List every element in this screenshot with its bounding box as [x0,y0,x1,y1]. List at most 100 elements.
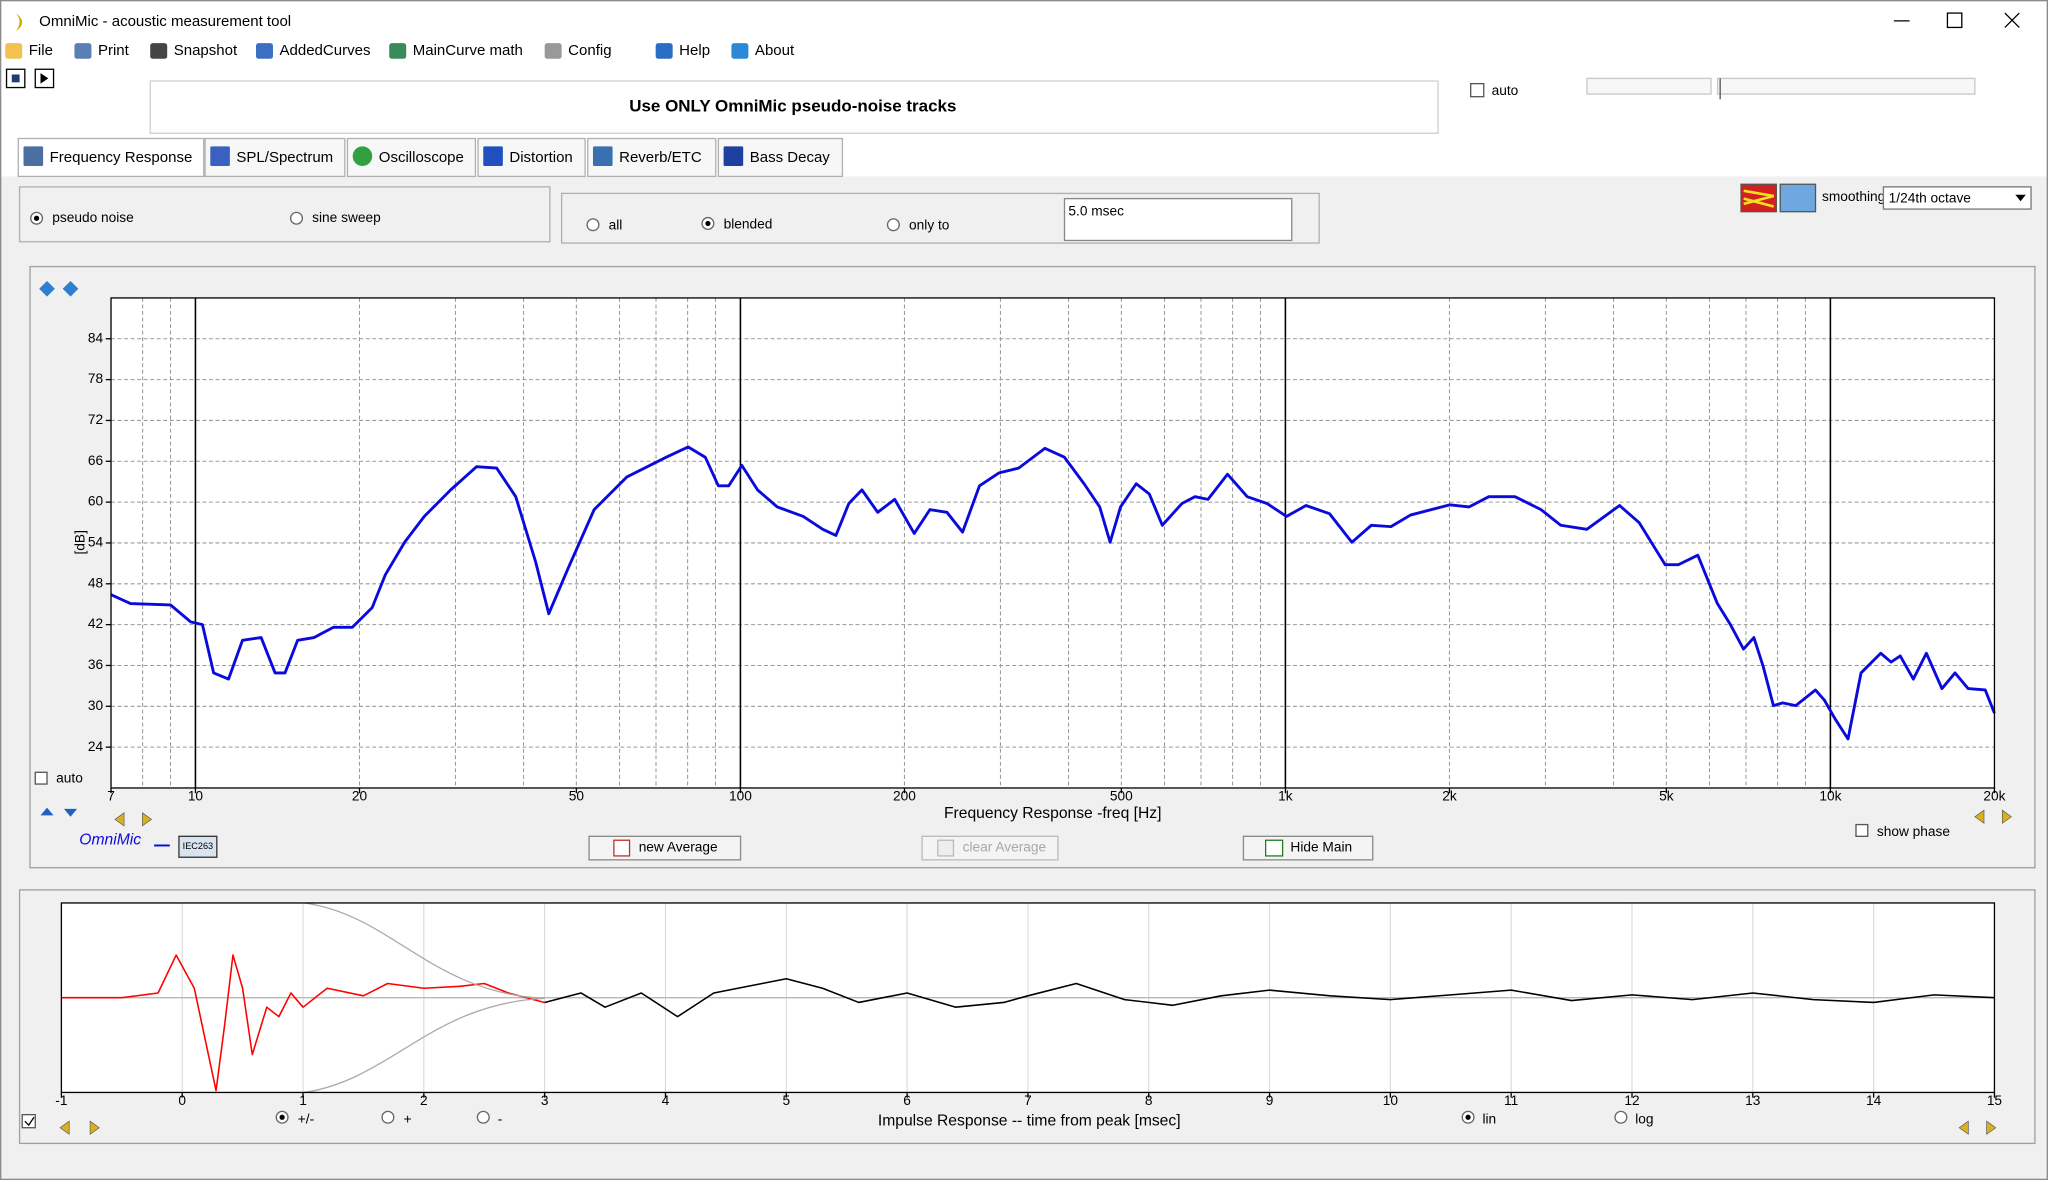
dropdown-value: 1/24th octave [1889,190,1972,205]
menu-icon [389,43,407,59]
group-box [18,186,551,243]
radio-dot [705,220,711,227]
view-button[interactable] [1779,183,1817,213]
scale-arrows[interactable] [40,807,78,817]
y-tick-label: 54 [88,535,104,550]
menu-item[interactable]: Print [98,42,130,59]
legend-label: OmniMic [79,831,141,848]
x-tick-label: 5k [1659,789,1674,804]
app-icon [15,13,23,32]
checkbox[interactable] [1855,823,1869,837]
radio-label: only to [909,218,950,233]
button[interactable] [921,835,1059,861]
tab-label: Distortion [509,149,572,166]
y-tick-label: 78 [88,371,104,386]
x-tick-label: 14 [1866,1093,1882,1108]
x-tick-label: 11 [1504,1093,1518,1108]
x-tick-label: 3 [541,1093,549,1108]
tab[interactable] [17,137,205,178]
y-tick-label: 60 [88,494,104,509]
button-label: clear Average [963,840,1047,855]
radio[interactable] [586,218,600,232]
checkbox-label: auto [56,770,83,785]
x-tick-label: 10 [1383,1093,1399,1108]
x-axis-label: Frequency Response -freq [Hz] [944,805,1161,822]
tab-icon [210,146,230,166]
maximize-button[interactable] [1946,12,1963,29]
banner-text: Use ONLY OmniMic pseudo-noise tracks [629,97,956,116]
x-tick-label: 0 [178,1093,186,1108]
x-tick-label: 7 [107,789,115,804]
tab-label: Bass Decay [750,149,831,166]
plot-border [110,297,1996,789]
checkbox[interactable] [34,771,48,785]
zoom-icons[interactable] [39,280,79,297]
menu-icon [731,43,749,59]
text-input[interactable] [1063,197,1293,242]
x-tick-label: 4 [662,1093,670,1108]
menu-item[interactable]: MainCurve math [413,42,523,59]
dropdown-arrow [2015,194,2026,202]
radio-label: +/- [298,1112,314,1127]
radio-label: - [498,1112,503,1127]
tab-label: Reverb/ETC [619,149,702,166]
dropdown[interactable] [1882,186,2032,210]
checkbox-label: auto [1492,83,1519,98]
window-envelope [304,902,545,1094]
menu-item[interactable]: Snapshot [174,42,238,59]
menu-item[interactable]: Help [679,42,710,59]
x-tick-label: 100 [729,789,752,804]
menu-item[interactable]: AddedCurves [280,42,371,59]
radio-dot [279,1114,285,1120]
menu-icon [655,43,673,59]
x-tick-label: 50 [569,789,585,804]
radio[interactable] [1614,1110,1628,1124]
y-tick-label: 36 [88,657,104,672]
toolbar-icon [11,74,20,83]
radio[interactable] [476,1110,490,1124]
radio[interactable] [289,211,304,225]
y-tick-label: 66 [88,453,104,468]
radio[interactable] [886,218,900,232]
y-tick-label: 72 [88,412,103,427]
radio-dot [1465,1114,1471,1120]
menu-item[interactable]: Config [568,42,611,59]
text-input-value: 5.0 msec [1068,203,1124,218]
menu-icon [150,43,168,59]
radio-label: sine sweep [312,210,381,225]
y-tick-label: 48 [88,575,104,590]
menu-item[interactable]: About [755,42,795,59]
x-tick-label: 1k [1278,789,1293,804]
x-tick-label: 12 [1624,1093,1639,1108]
calibration-label: IEC263 [183,841,213,851]
tab-icon [352,146,373,166]
group-box [560,192,1320,244]
x-tick-label: 13 [1745,1093,1761,1108]
tab-icon [723,146,744,166]
impulse-chart: -1 0 1 2 3 4 5 6 7 8 9 10 11 12 13 14 15 [55,902,2003,1108]
checkbox[interactable] [1470,82,1485,98]
radio[interactable] [381,1110,395,1124]
x-tick-label: -1 [55,1093,67,1108]
close-button[interactable] [2004,12,2020,28]
x-tick-label: 5 [782,1093,790,1108]
pan-arrows[interactable] [59,1120,1997,1135]
x-tick-label: 1 [299,1093,307,1108]
radio-label: all [609,218,623,233]
slider[interactable] [1716,77,1976,95]
radio-label: + [404,1112,412,1127]
x-tick-label: 15 [1987,1093,2003,1108]
calibration-box[interactable] [178,835,218,858]
x-tick-label: 20k [1983,789,2005,804]
pan-arrows[interactable] [114,809,2012,827]
y-tick-label: 24 [88,739,104,754]
y-axis-label: [dB] [73,530,88,554]
slider[interactable] [1586,77,1712,95]
frequency-chart: 24 30 36 42 48 54 60 66 72 78 84 7 10 20 50 100 200 500 1k… [88,297,2006,804]
checkbox[interactable] [21,1114,36,1129]
tab-icon [483,146,503,166]
menu-icon [544,43,562,59]
menu-item[interactable]: File [29,42,53,59]
